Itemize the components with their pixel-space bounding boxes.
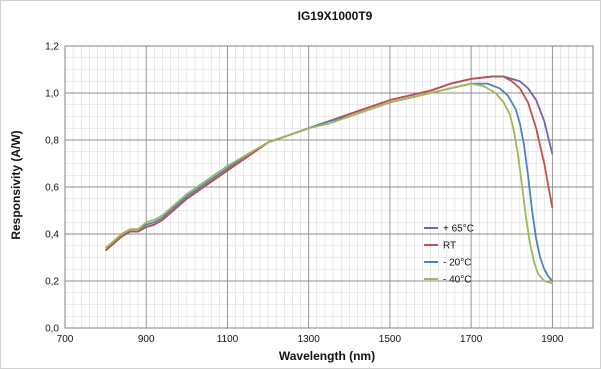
x-tick-label: 1100 <box>217 334 239 345</box>
y-tick-labels: 0,0 0,2 0,4 0,6 0,8 1,0 1,2 <box>45 42 59 335</box>
legend-label: + 65°C <box>443 224 474 235</box>
y-tick-label: 0,6 <box>45 183 59 194</box>
y-tick-label: 0,0 <box>45 324 59 335</box>
x-tick-labels: 700 900 1100 1300 1500 1700 1900 <box>57 334 564 345</box>
y-tick-label: 0,4 <box>45 230 59 241</box>
x-tick-label: 1500 <box>379 334 402 345</box>
y-axis-label: Responsivity (A/W) <box>9 130 23 239</box>
x-tick-label: 1900 <box>541 334 564 345</box>
x-tick-label: 900 <box>138 334 155 345</box>
legend-label: - 40°C <box>443 275 471 286</box>
legend: + 65°C RT - 20°C - 40°C <box>424 224 474 286</box>
y-tick-label: 0,8 <box>45 136 59 147</box>
x-tick-label: 1300 <box>298 334 321 345</box>
y-tick-label: 1,2 <box>45 42 59 53</box>
chart-title: IG19X1000T9 <box>298 9 373 23</box>
legend-label: RT <box>443 241 456 252</box>
plot-axes <box>64 45 594 329</box>
series-lines <box>105 75 554 285</box>
plot-area-border <box>64 45 594 329</box>
x-tick-label: 1700 <box>460 334 483 345</box>
x-tick-label: 700 <box>57 334 74 345</box>
y-tick-label: 1,0 <box>45 89 59 100</box>
series-line-3 <box>105 82 553 285</box>
y-tick-label: 0,2 <box>45 277 59 288</box>
legend-label: - 20°C <box>443 258 471 269</box>
x-axis-label: Wavelength (nm) <box>279 349 375 363</box>
